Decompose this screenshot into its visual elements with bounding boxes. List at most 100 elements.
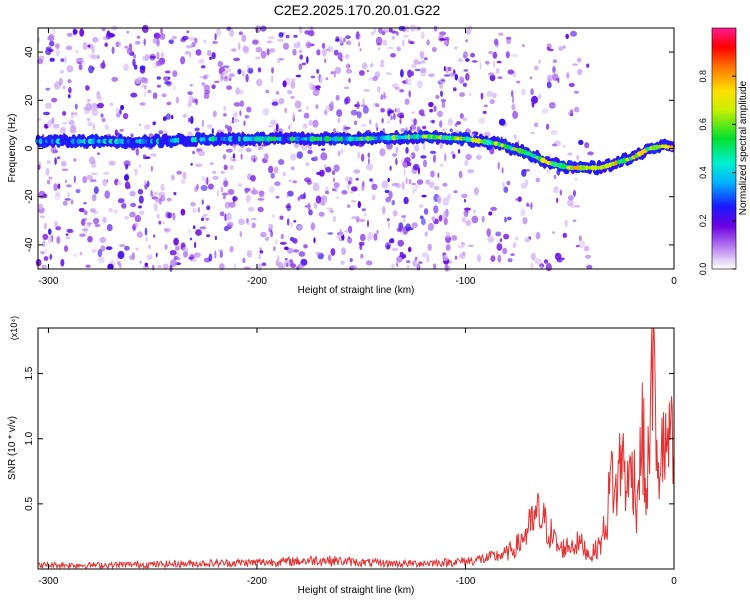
noise-point <box>130 92 138 98</box>
noise-point <box>296 224 304 230</box>
noise-point <box>51 117 55 125</box>
noise-point <box>258 253 261 260</box>
noise-point <box>180 56 186 65</box>
noise-point <box>156 51 160 60</box>
noise-point <box>498 32 504 36</box>
noise-point <box>423 208 429 215</box>
spectrogram-ytick-label: 20 <box>24 94 35 106</box>
noise-point <box>338 238 343 242</box>
noise-point <box>97 102 104 109</box>
noise-point <box>97 152 100 156</box>
noise-point <box>353 120 358 126</box>
noise-point <box>148 244 151 249</box>
noise-point <box>55 226 62 231</box>
noise-point <box>376 229 379 235</box>
snr-ylabel: SNR (10 * v/v) <box>7 416 18 480</box>
noise-point <box>182 247 189 252</box>
noise-point <box>157 265 162 268</box>
noise-point <box>316 49 321 56</box>
noise-point <box>431 216 436 222</box>
noise-point <box>517 196 522 202</box>
noise-point <box>414 256 418 261</box>
noise-point <box>396 46 400 52</box>
noise-point <box>344 230 349 233</box>
noise-point <box>133 168 138 172</box>
noise-point <box>101 117 106 123</box>
noise-point <box>573 189 576 197</box>
noise-point <box>116 181 122 186</box>
ridge-point <box>283 136 289 142</box>
ridge-point <box>610 161 616 166</box>
noise-point <box>214 80 220 84</box>
ridge-point <box>654 144 660 150</box>
ridge-point <box>593 164 598 171</box>
colorbar-frame <box>711 27 737 270</box>
ridge-point <box>266 136 271 142</box>
noise-point <box>144 227 148 236</box>
noise-point <box>266 40 273 44</box>
noise-point <box>395 158 398 166</box>
noise-point <box>299 194 306 200</box>
noise-point <box>138 164 142 168</box>
noise-point <box>206 176 209 186</box>
noise-point <box>108 160 116 166</box>
noise-point <box>41 264 47 269</box>
noise-point <box>319 169 325 177</box>
noise-point <box>552 66 556 74</box>
noise-point <box>459 79 464 83</box>
noise-point <box>121 203 127 209</box>
noise-point <box>201 176 206 181</box>
noise-point <box>496 60 502 64</box>
noise-point <box>445 244 451 251</box>
ridge-point <box>257 136 263 142</box>
noise-point <box>381 180 389 189</box>
noise-point <box>360 253 364 259</box>
noise-point <box>275 239 278 246</box>
noise-point <box>175 246 180 251</box>
noise-point <box>227 125 233 133</box>
snr-plot-frame <box>37 327 675 570</box>
noise-point <box>324 58 327 64</box>
noise-point <box>387 221 390 229</box>
noise-point <box>198 150 206 157</box>
noise-point <box>235 87 241 95</box>
noise-point <box>216 189 220 197</box>
noise-point <box>117 41 122 48</box>
ridge-point <box>328 136 332 142</box>
noise-point <box>244 187 249 194</box>
noise-point <box>442 254 449 262</box>
noise-point <box>348 77 351 84</box>
noise-point <box>158 220 162 225</box>
noise-point <box>379 63 385 68</box>
ridge-point <box>339 136 344 142</box>
noise-point <box>463 69 469 72</box>
noise-point <box>578 240 586 249</box>
ridge-point <box>290 136 294 142</box>
noise-point <box>171 35 177 40</box>
noise-point <box>223 113 227 117</box>
noise-point <box>234 263 237 270</box>
noise-point <box>205 217 209 221</box>
noise-point <box>265 89 270 94</box>
noise-point <box>139 102 146 106</box>
noise-point <box>43 111 50 116</box>
noise-point <box>156 76 161 80</box>
noise-point <box>419 215 424 220</box>
noise-point <box>102 216 107 224</box>
noise-point <box>57 183 61 190</box>
noise-point <box>437 110 443 118</box>
noise-point <box>106 224 113 232</box>
noise-point <box>358 218 366 223</box>
noise-point <box>282 172 287 177</box>
noise-point <box>245 195 251 202</box>
noise-point <box>399 89 405 93</box>
ridge-point <box>269 136 274 142</box>
noise-point <box>219 250 223 258</box>
noise-point <box>274 181 281 187</box>
noise-point <box>64 180 68 183</box>
noise-point <box>538 94 541 100</box>
ridge-point <box>272 136 277 142</box>
noise-point <box>271 101 279 106</box>
noise-point <box>129 211 136 218</box>
noise-point <box>444 153 447 162</box>
